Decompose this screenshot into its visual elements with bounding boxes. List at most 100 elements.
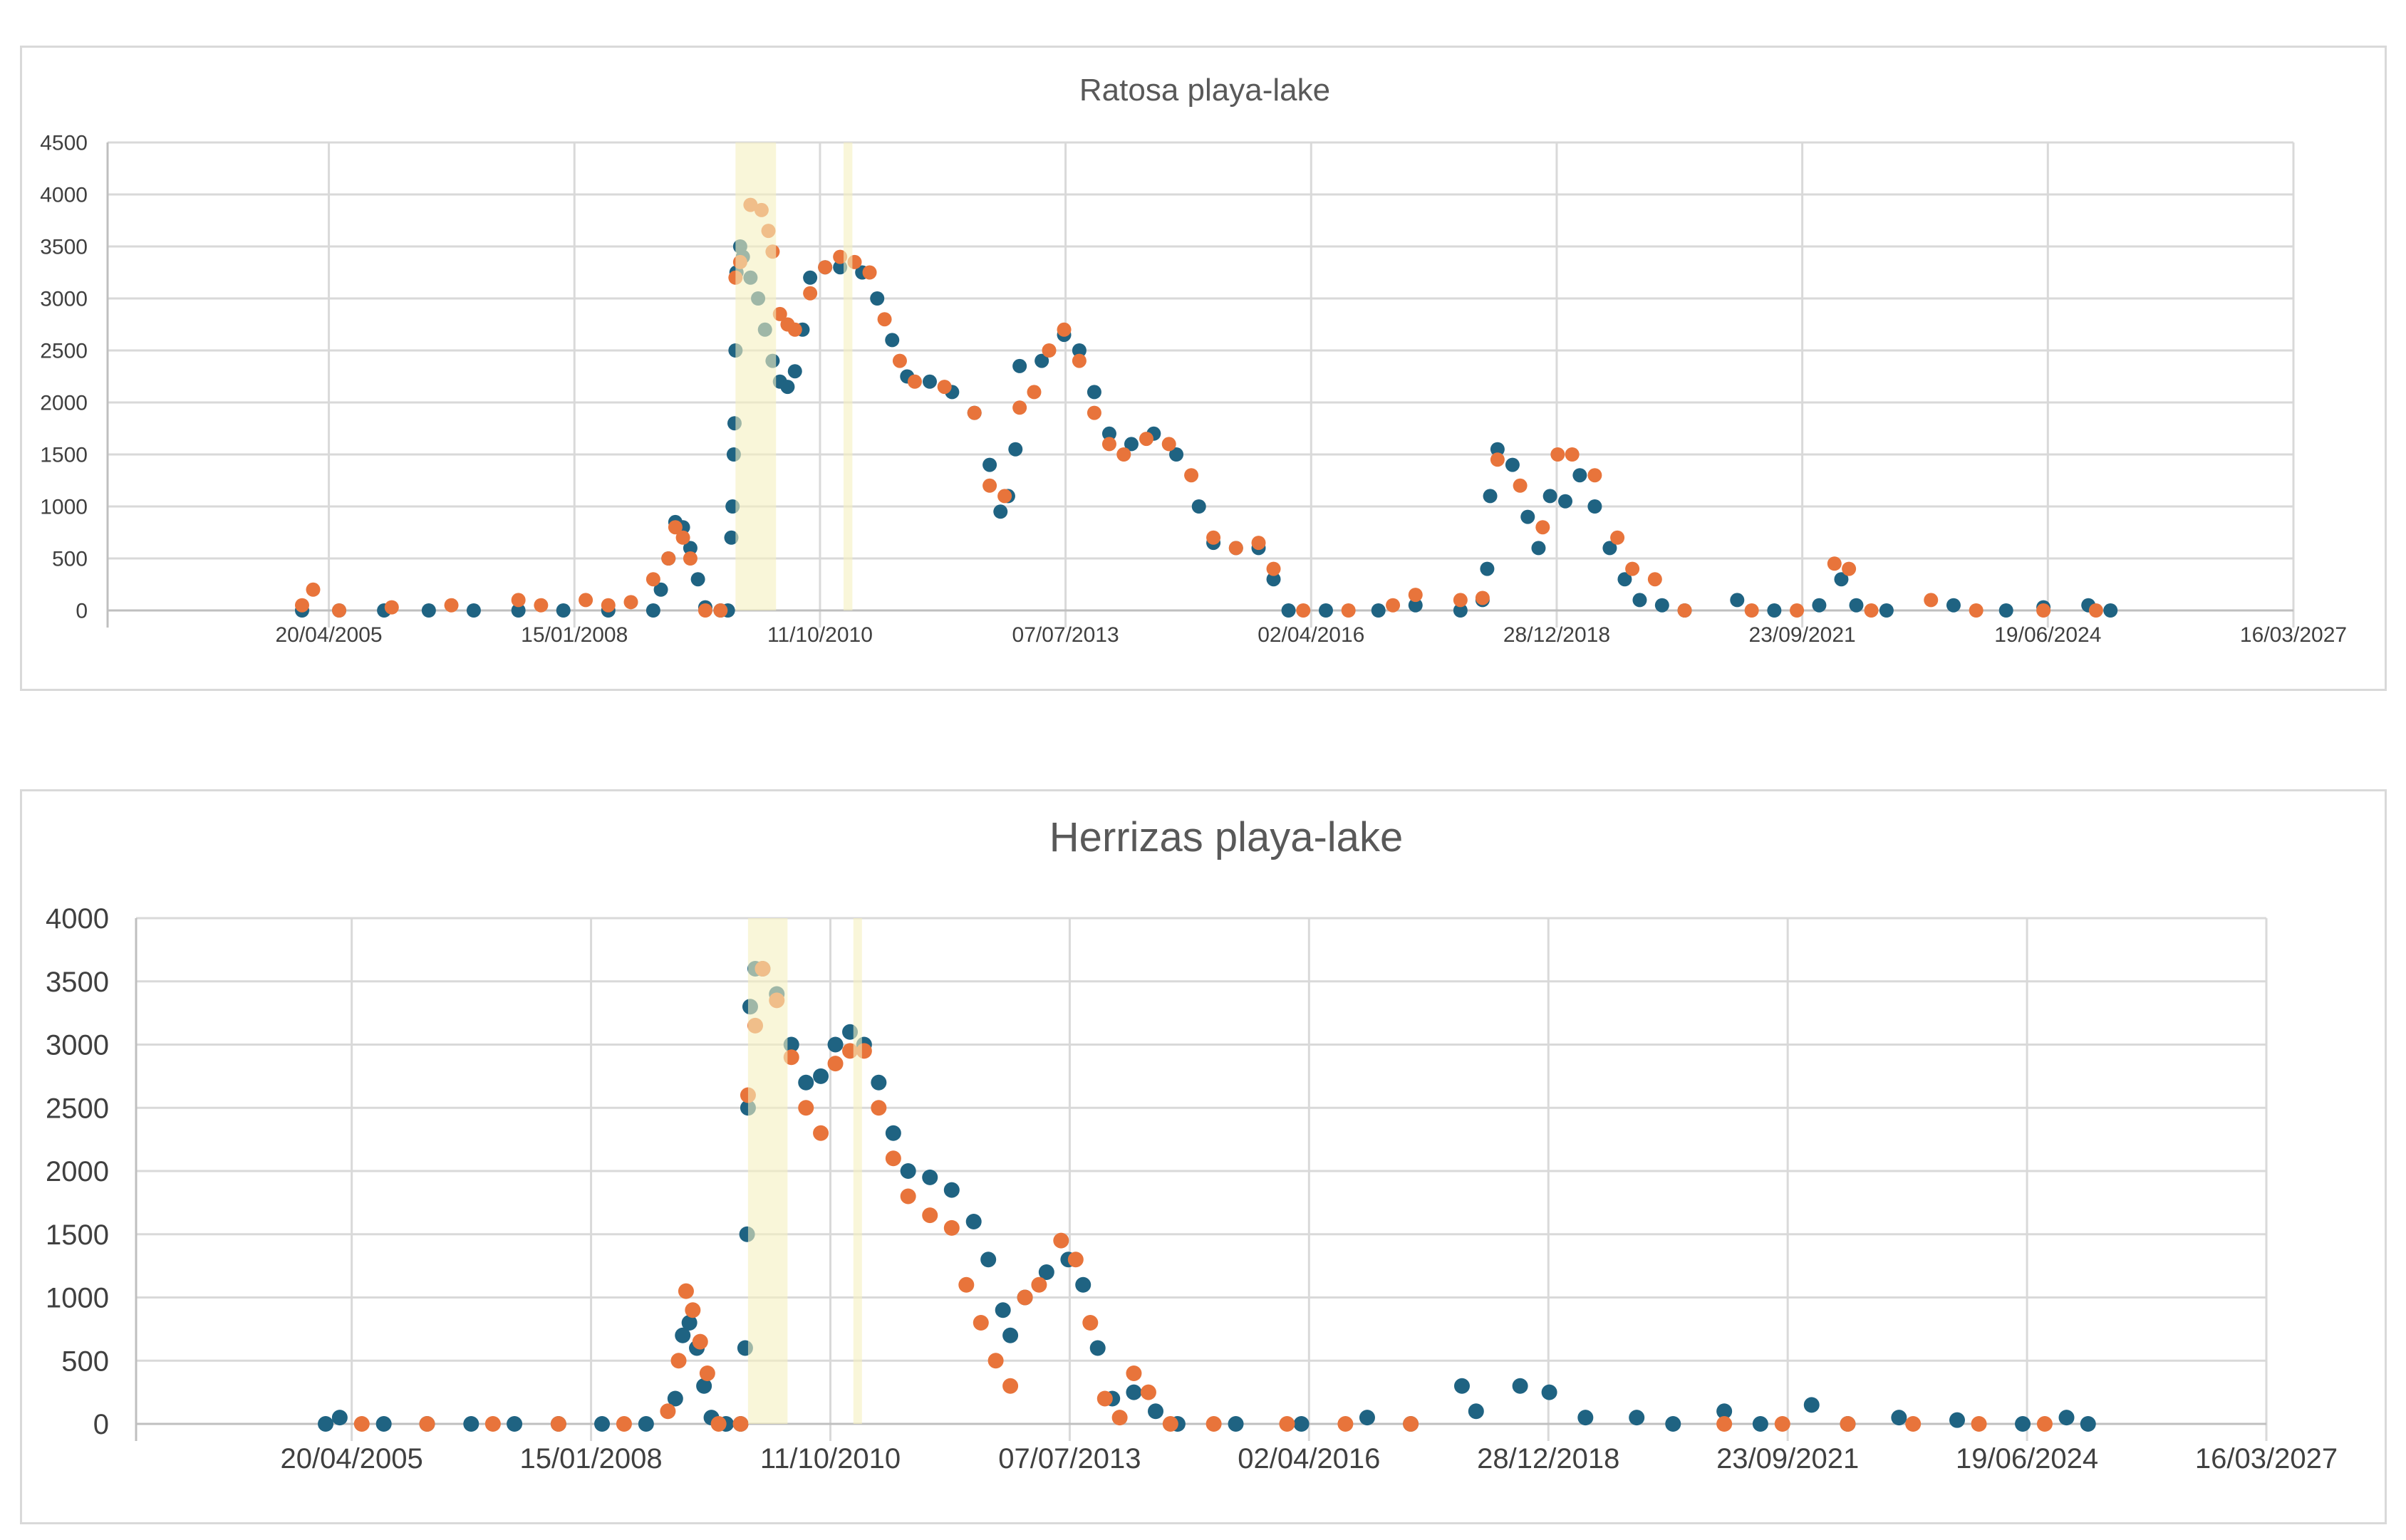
- data-point: [1744, 603, 1759, 618]
- x-tick-label: 15/01/2008: [519, 1443, 662, 1474]
- data-point: [1490, 452, 1505, 467]
- data-point: [421, 603, 436, 618]
- data-point: [661, 551, 676, 566]
- data-point: [1677, 603, 1692, 618]
- data-point: [1864, 603, 1879, 618]
- data-point: [1572, 468, 1587, 483]
- data-point: [1842, 561, 1857, 576]
- x-tick-label: 02/04/2016: [1238, 1443, 1380, 1474]
- data-point: [1840, 1416, 1856, 1432]
- data-point: [534, 598, 549, 613]
- data-point: [1072, 343, 1087, 358]
- y-tick-label: 2500: [40, 340, 88, 363]
- data-point: [1067, 1252, 1084, 1268]
- data-point: [668, 520, 683, 535]
- y-tick-label: 1500: [46, 1219, 109, 1251]
- data-point: [1341, 603, 1356, 618]
- data-point: [1505, 457, 1520, 472]
- data-point: [1827, 556, 1842, 571]
- data-point: [616, 1416, 632, 1432]
- data-point: [967, 405, 982, 420]
- data-point: [980, 1252, 997, 1268]
- data-point: [1087, 405, 1101, 420]
- data-point: [982, 457, 997, 472]
- data-point: [965, 1214, 982, 1229]
- y-tick-label: 3500: [46, 967, 109, 998]
- data-point: [1337, 1416, 1354, 1432]
- data-point: [900, 1163, 916, 1179]
- data-point: [1803, 1397, 1820, 1413]
- data-point: [1632, 593, 1647, 608]
- data-point: [922, 1207, 938, 1224]
- data-point: [623, 595, 638, 610]
- data-point: [943, 1219, 960, 1236]
- data-point: [798, 1074, 814, 1091]
- y-tick-label: 0: [76, 600, 88, 623]
- data-point: [1665, 1416, 1681, 1432]
- data-point: [1035, 353, 1049, 368]
- data-point: [318, 1416, 334, 1432]
- data-point: [1408, 598, 1423, 613]
- data-point: [1017, 1289, 1033, 1306]
- x-tick-label: 16/03/2027: [2240, 623, 2347, 647]
- data-point: [2058, 1410, 2075, 1426]
- data-point: [724, 530, 739, 545]
- data-point: [294, 598, 309, 613]
- x-tick-label: 28/12/2018: [1477, 1443, 1619, 1474]
- data-point: [813, 1125, 829, 1141]
- x-tick-label: 19/06/2024: [1994, 623, 2101, 647]
- x-tick-label: 07/07/2013: [998, 1443, 1141, 1474]
- data-point: [803, 286, 818, 301]
- data-point: [1162, 1416, 1178, 1432]
- data-point: [484, 1416, 501, 1432]
- data-point: [1027, 385, 1042, 400]
- data-point: [690, 572, 705, 587]
- data-point: [1008, 442, 1023, 457]
- y-tick-label: 4000: [46, 903, 109, 935]
- data-point: [556, 603, 571, 618]
- data-point: [675, 1327, 691, 1343]
- data-point: [1790, 603, 1805, 618]
- data-point: [1531, 541, 1546, 556]
- data-point: [922, 374, 937, 389]
- data-point: [787, 322, 802, 337]
- data-point: [818, 260, 833, 275]
- data-point: [353, 1416, 370, 1432]
- data-point: [1126, 1384, 1142, 1400]
- data-point: [1520, 509, 1535, 524]
- y-tick-label: 500: [52, 548, 88, 571]
- data-point: [803, 270, 818, 285]
- x-tick-label: 20/04/2005: [281, 1443, 423, 1474]
- data-point: [1408, 588, 1423, 603]
- data-point: [1475, 590, 1490, 605]
- data-point: [1490, 442, 1505, 457]
- data-point: [332, 603, 347, 618]
- data-point: [1053, 1232, 1069, 1249]
- data-point: [1647, 572, 1662, 587]
- highlight-band: [735, 142, 777, 610]
- data-point: [1169, 447, 1184, 462]
- data-point: [653, 582, 668, 597]
- data-point: [1535, 520, 1550, 535]
- x-tick-label: 20/04/2005: [275, 623, 382, 647]
- data-point: [1629, 1410, 1645, 1426]
- data-point: [2103, 603, 2118, 618]
- data-point: [1161, 437, 1176, 452]
- y-tick-label: 1000: [40, 496, 88, 519]
- data-point: [1625, 561, 1640, 576]
- data-point: [698, 603, 712, 618]
- y-tick-label: 1500: [40, 444, 88, 467]
- data-point: [780, 380, 795, 395]
- data-point: [384, 600, 399, 615]
- data-point: [2036, 1416, 2053, 1432]
- data-point: [1480, 561, 1495, 576]
- data-point: [1617, 572, 1632, 587]
- data-point: [683, 551, 698, 566]
- series-2: [353, 961, 2053, 1432]
- data-point: [922, 1169, 938, 1185]
- data-point: [732, 1416, 749, 1432]
- data-point: [1228, 1416, 1244, 1432]
- x-tick-label: 28/12/2018: [1503, 623, 1610, 647]
- data-point: [1453, 603, 1468, 618]
- chart-panel-ratosa: Ratosa playa-lake 0 500 1000 1500 2000 2500 300…: [20, 46, 2387, 691]
